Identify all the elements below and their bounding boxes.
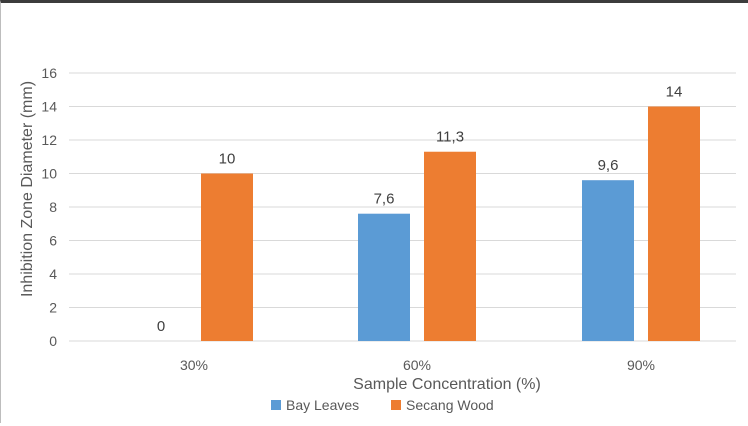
- x-axis-ticks: 30% 60% 90%: [180, 357, 655, 373]
- data-labels: 0 10 7,6 11,3 9,6 14: [157, 84, 683, 336]
- bar-secang-wood-0: [201, 173, 253, 341]
- y-tick-label: 4: [49, 266, 57, 282]
- y-tick-label: 14: [41, 99, 57, 115]
- legend: Bay Leaves Secang Wood: [271, 397, 494, 413]
- x-tick-label: 60%: [403, 357, 431, 373]
- y-tick-label: 12: [41, 132, 57, 148]
- legend-swatch: [391, 400, 401, 410]
- data-label: 10: [219, 151, 236, 168]
- y-tick-label: 8: [49, 199, 57, 215]
- bars: [201, 106, 700, 341]
- x-tick-label: 90%: [627, 357, 655, 373]
- bar-bay-leaves-2: [582, 180, 634, 341]
- legend-label: Secang Wood: [406, 397, 494, 413]
- data-label: 14: [666, 84, 683, 101]
- x-tick-label: 30%: [180, 357, 208, 373]
- y-axis-ticks: 0 2 4 6 8 10 12 14 16: [41, 65, 57, 349]
- data-label: 9,6: [598, 157, 619, 174]
- x-axis-title: Sample Concentration (%): [353, 376, 541, 393]
- bar-secang-wood-1: [424, 151, 476, 341]
- data-label: 7,6: [374, 191, 395, 208]
- bar-secang-wood-2: [648, 106, 700, 341]
- legend-swatch: [271, 400, 281, 410]
- legend-label: Bay Leaves: [286, 397, 359, 413]
- data-label: 0: [157, 318, 165, 335]
- bar-bay-leaves-1: [358, 213, 410, 341]
- y-tick-label: 6: [49, 233, 57, 249]
- y-tick-label: 0: [49, 333, 57, 349]
- data-label: 11,3: [436, 129, 464, 146]
- y-axis-title: Inhibition Zone Diameter (mm): [19, 81, 36, 297]
- gridlines: [69, 72, 736, 342]
- y-tick-label: 2: [49, 300, 57, 316]
- y-tick-label: 10: [41, 166, 57, 182]
- y-tick-label: 16: [41, 65, 57, 81]
